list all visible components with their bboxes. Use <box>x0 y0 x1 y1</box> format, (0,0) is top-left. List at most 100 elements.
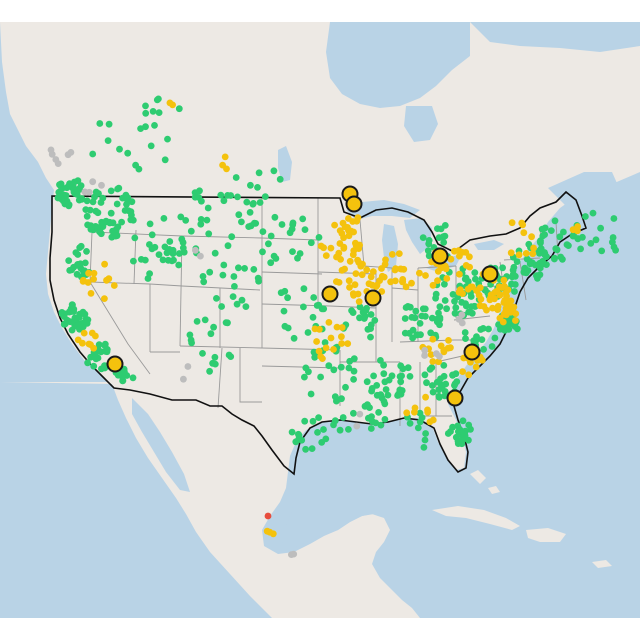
location-pin-green-680[interactable] <box>406 420 414 427</box>
location-pin-green-23[interactable] <box>62 192 70 199</box>
location-pin-yellow-875[interactable] <box>456 286 464 293</box>
location-pin-yellow-778[interactable] <box>352 239 359 247</box>
location-pin-yellow-902[interactable] <box>498 284 506 291</box>
hub-marker-6[interactable] <box>106 355 124 373</box>
location-pin-green-360[interactable] <box>362 307 370 314</box>
location-pin-green-468[interactable] <box>458 440 466 448</box>
location-pin-green-642[interactable] <box>149 108 157 115</box>
location-pin-green-256[interactable] <box>186 331 194 339</box>
location-pin-green-689[interactable] <box>336 426 344 434</box>
location-pin-yellow-863[interactable] <box>447 255 455 263</box>
location-pin-green-446[interactable] <box>438 384 446 392</box>
location-pin-green-551[interactable] <box>510 263 518 271</box>
location-pin-green-681[interactable] <box>367 425 375 432</box>
location-pin-yellow-750[interactable] <box>88 329 96 337</box>
location-pin-green-577[interactable] <box>551 217 559 225</box>
location-pin-yellow-963[interactable] <box>345 215 352 222</box>
location-pin-green-34[interactable] <box>70 186 78 193</box>
location-pin-green-280[interactable] <box>315 234 323 241</box>
location-pin-green-86[interactable] <box>113 200 121 208</box>
location-pin-green-415[interactable] <box>401 329 409 337</box>
location-pin-green-81[interactable] <box>123 201 130 208</box>
location-pin-green-395[interactable] <box>409 326 417 334</box>
location-pin-green-675[interactable] <box>372 419 380 427</box>
location-pin-green-428[interactable] <box>429 388 437 396</box>
location-pin-green-303[interactable] <box>277 289 285 297</box>
location-pin-yellow-800[interactable] <box>352 270 360 277</box>
location-pin-green-33[interactable] <box>71 178 78 186</box>
location-pin-green-640[interactable] <box>175 105 183 113</box>
location-pin-green-617[interactable] <box>243 198 251 206</box>
location-pin-yellow-938[interactable] <box>465 371 473 379</box>
location-pin-yellow-742[interactable] <box>110 282 118 289</box>
location-pin-green-288[interactable] <box>284 294 291 302</box>
location-pin-gray-1008[interactable] <box>356 410 364 418</box>
location-pin-green-240[interactable] <box>241 265 249 272</box>
location-pin-green-419[interactable] <box>436 321 443 329</box>
location-pin-green-194[interactable] <box>146 220 154 228</box>
location-pin-yellow-934[interactable] <box>440 346 448 354</box>
map-view[interactable] <box>0 22 640 618</box>
location-pin-green-341[interactable] <box>288 428 296 436</box>
location-pin-yellow-788[interactable] <box>354 290 362 298</box>
location-pin-green-226[interactable] <box>198 197 205 205</box>
location-pin-green-302[interactable] <box>315 301 323 309</box>
location-pin-green-624[interactable] <box>116 145 123 153</box>
location-pin-green-215[interactable] <box>160 215 168 222</box>
location-pin-green-309[interactable] <box>321 339 329 346</box>
location-pin-green-492[interactable] <box>464 278 472 285</box>
location-pin-green-255[interactable] <box>193 318 201 325</box>
location-pin-green-613[interactable] <box>610 215 618 222</box>
location-pin-green-232[interactable] <box>238 296 246 304</box>
location-pin-green-236[interactable] <box>218 303 226 310</box>
location-pin-green-93[interactable] <box>127 208 135 216</box>
location-pin-green-182[interactable] <box>131 234 139 242</box>
location-pin-green-298[interactable] <box>280 307 288 315</box>
location-pin-yellow-960[interactable] <box>344 224 351 231</box>
location-pin-yellow-920[interactable] <box>496 314 504 322</box>
location-pin-yellow-842[interactable] <box>392 277 399 285</box>
location-pin-yellow-780[interactable] <box>335 249 343 257</box>
location-pin-gray-998[interactable] <box>421 352 428 359</box>
location-pin-green-650[interactable] <box>247 181 254 189</box>
location-pin-green-654[interactable] <box>249 200 257 208</box>
location-pin-green-149[interactable] <box>67 308 75 315</box>
location-pin-yellow-864[interactable] <box>429 281 437 289</box>
location-pin-yellow-949[interactable] <box>529 250 537 258</box>
location-pin-green-37[interactable] <box>58 184 65 191</box>
location-pin-gray-999[interactable] <box>421 346 429 354</box>
location-pin-green-530[interactable] <box>509 270 517 278</box>
location-pin-green-209[interactable] <box>182 217 190 224</box>
location-pin-yellow-755[interactable] <box>85 340 93 348</box>
location-pin-green-245[interactable] <box>200 278 208 286</box>
location-pin-green-147[interactable] <box>61 320 68 328</box>
location-pin-yellow-931[interactable] <box>429 335 437 343</box>
location-pin-yellow-798[interactable] <box>341 265 348 273</box>
location-pin-green-74[interactable] <box>99 220 107 228</box>
location-pin-green-277[interactable] <box>271 213 279 221</box>
location-pin-gray-997[interactable] <box>180 375 187 383</box>
location-pin-green-691[interactable] <box>345 426 352 433</box>
location-pin-green-78[interactable] <box>122 191 130 199</box>
location-pin-green-507[interactable] <box>471 269 479 276</box>
location-pin-green-222[interactable] <box>191 193 199 201</box>
location-pin-yellow-740[interactable] <box>101 295 108 302</box>
location-pin-yellow-837[interactable] <box>402 283 410 291</box>
location-pin-green-244[interactable] <box>220 261 228 269</box>
location-pin-green-425[interactable] <box>435 394 443 401</box>
location-pin-green-92[interactable] <box>109 227 116 235</box>
location-pin-green-471[interactable] <box>441 297 449 304</box>
location-pin-green-334[interactable] <box>301 417 309 425</box>
location-pin-yellow-785[interactable] <box>358 271 366 279</box>
location-pin-green-674[interactable] <box>421 436 429 444</box>
location-pin-green-56[interactable] <box>92 207 100 215</box>
location-pin-gray-987[interactable] <box>67 149 75 156</box>
location-pin-green-594[interactable] <box>538 225 546 233</box>
location-pin-green-169[interactable] <box>102 348 109 355</box>
location-pin-green-145[interactable] <box>73 322 81 330</box>
location-pin-green-444[interactable] <box>433 378 441 386</box>
location-pin-green-587[interactable] <box>557 253 565 261</box>
location-pin-gray-995[interactable] <box>197 252 204 260</box>
location-pin-green-611[interactable] <box>609 238 616 246</box>
location-pin-yellow-764[interactable] <box>355 245 363 253</box>
